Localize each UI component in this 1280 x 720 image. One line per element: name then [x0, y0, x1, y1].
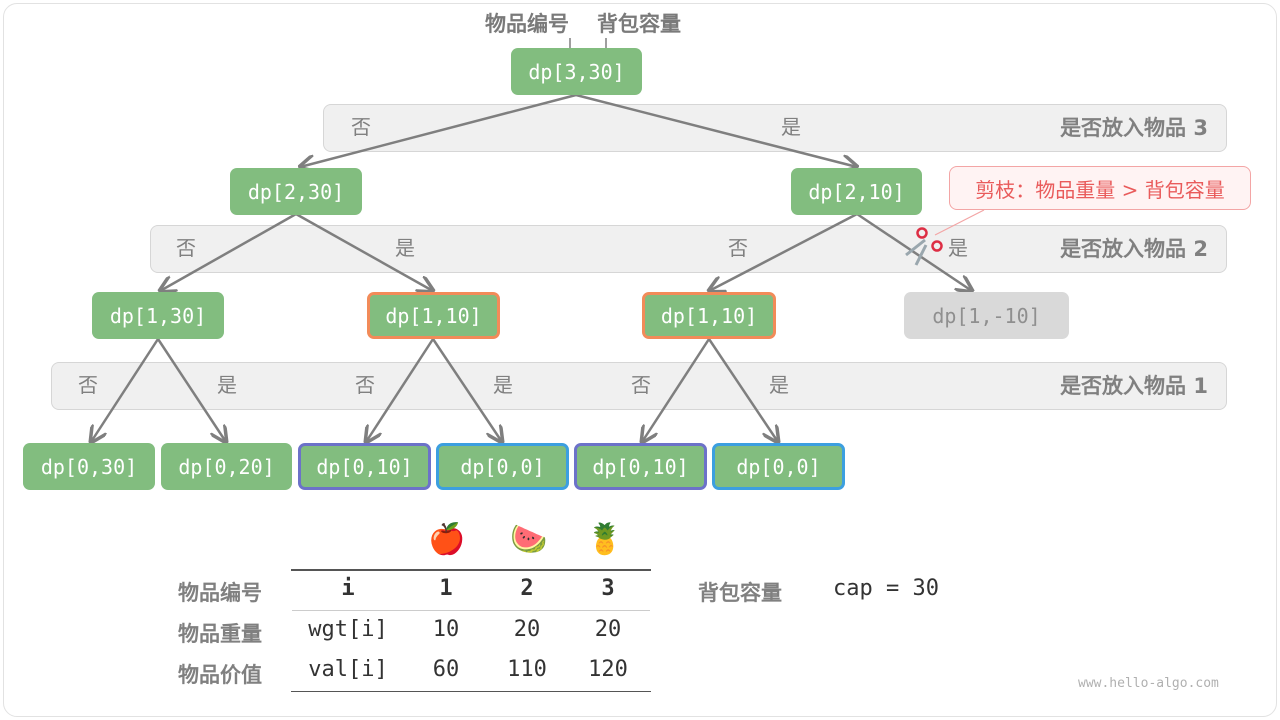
table-cell: val[i] — [308, 657, 388, 682]
edge — [431, 338, 502, 442]
callout-pointer — [934, 209, 985, 236]
table-cell: 20 — [513, 617, 541, 642]
edge — [366, 338, 435, 442]
table-cell: 3 — [601, 576, 615, 601]
band-item-1: 是否放入物品 1 — [51, 362, 1227, 410]
row-header: 物品编号 — [178, 581, 262, 605]
table-cell: i — [341, 576, 355, 601]
table-cell: 60 — [432, 657, 460, 682]
choice-no: 否 — [78, 373, 98, 397]
node-dp-2-10: dp[2,10] — [791, 168, 922, 215]
choice-yes: 是 — [493, 373, 513, 397]
band-title: 是否放入物品 3 — [1060, 116, 1208, 140]
capacity-label: 背包容量 — [597, 12, 681, 36]
band-title: 是否放入物品 2 — [1060, 237, 1208, 261]
node-dp-2-30: dp[2,30] — [230, 168, 362, 215]
choice-yes: 是 — [395, 236, 415, 260]
table-cell: 1 — [439, 576, 453, 601]
table-cell: wgt[i] — [308, 617, 388, 642]
table-top-rule — [291, 569, 651, 571]
choice-no: 否 — [631, 373, 651, 397]
node-dp-0-0: dp[0,0] — [712, 443, 845, 490]
node-dp-1-10-repeated: dp[1,10] — [367, 292, 500, 339]
edge — [709, 212, 858, 291]
watermelon-icon: 🍉 — [510, 522, 548, 557]
table-cell: 2 — [520, 576, 534, 601]
row-header: 物品重量 — [178, 622, 262, 646]
edge — [300, 93, 577, 167]
node-dp-0-10: dp[0,10] — [574, 443, 707, 490]
capacity-value: cap = 30 — [833, 576, 939, 601]
table-mid-rule — [292, 610, 650, 611]
node-dp-1-neg10-pruned: dp[1,-10] — [904, 292, 1069, 339]
edge — [160, 212, 297, 291]
edge — [91, 338, 160, 442]
node-dp-1-10-repeated: dp[1,10] — [642, 292, 776, 339]
choice-no: 否 — [355, 373, 375, 397]
node-dp-3-30: dp[3,30] — [511, 48, 642, 95]
band-title: 是否放入物品 1 — [1060, 374, 1208, 398]
capacity-label: 背包容量 — [698, 581, 782, 605]
table-cell: 10 — [432, 617, 460, 642]
pineapple-icon: 🍍 — [586, 522, 624, 557]
scissors-icon — [905, 227, 943, 266]
table-bottom-rule — [291, 691, 651, 692]
node-dp-0-30: dp[0,30] — [23, 443, 155, 490]
table-cell: 20 — [594, 617, 622, 642]
node-dp-0-20: dp[0,20] — [161, 443, 292, 490]
table-cell: 120 — [588, 657, 628, 682]
row-header: 物品价值 — [178, 663, 262, 687]
choice-no: 否 — [176, 236, 196, 260]
choice-yes: 是 — [217, 373, 237, 397]
watermark: www.hello-algo.com — [1078, 676, 1219, 691]
edge — [295, 212, 433, 291]
choice-no: 否 — [728, 236, 748, 260]
edge — [707, 338, 778, 442]
edge — [156, 338, 226, 442]
edge — [575, 93, 857, 167]
prune-callout: 剪枝：物品重量 > 背包容量 — [949, 166, 1251, 210]
frame — [3, 3, 1277, 717]
apple-icon: 🍎 — [428, 522, 466, 557]
table-cell: 110 — [507, 657, 547, 682]
node-dp-0-10: dp[0,10] — [298, 443, 431, 490]
choice-yes: 是 — [948, 236, 968, 260]
edge — [856, 212, 972, 291]
choice-yes: 是 — [769, 373, 789, 397]
node-dp-1-30: dp[1,30] — [92, 292, 224, 339]
edge — [642, 338, 711, 442]
item-index-label: 物品编号 — [485, 12, 569, 36]
node-dp-0-0: dp[0,0] — [436, 443, 569, 490]
band-item-3: 是否放入物品 3 — [323, 104, 1227, 152]
choice-yes: 是 — [781, 115, 801, 139]
choice-no: 否 — [351, 115, 371, 139]
